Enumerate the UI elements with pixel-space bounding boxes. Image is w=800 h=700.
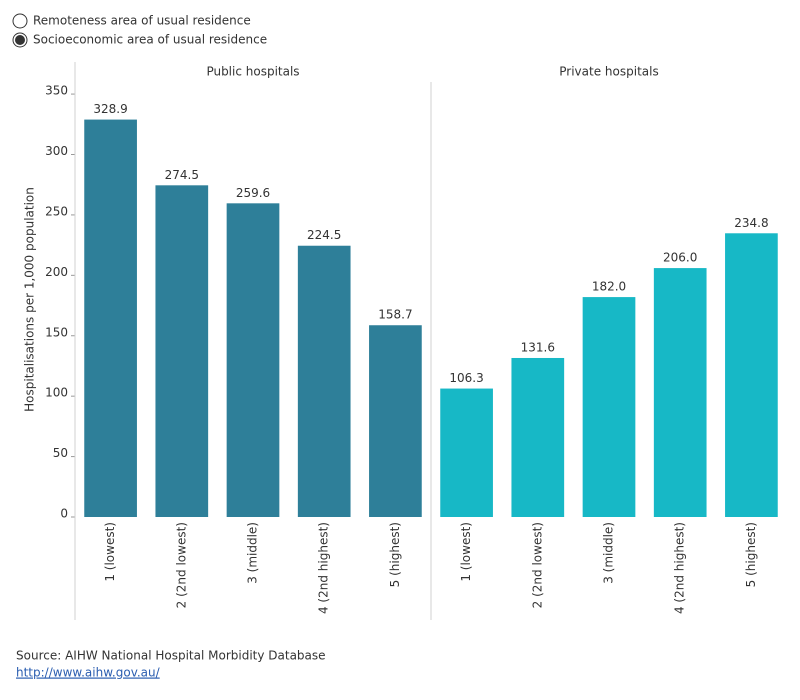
radio-label[interactable]: Remoteness area of usual residence (33, 14, 251, 28)
x-tick-label: 4 (2nd highest) (673, 522, 687, 614)
bar (440, 388, 493, 517)
x-tick-label: 3 (middle) (246, 522, 260, 584)
x-tick-label: 1 (lowest) (459, 522, 473, 582)
x-tick-label: 4 (2nd highest) (317, 522, 331, 614)
bar (369, 325, 422, 517)
source-link[interactable]: http://www.aihw.gov.au/ (16, 666, 161, 680)
bar (226, 203, 280, 518)
source: Source: AIHW National Hospital Morbidity… (16, 649, 326, 663)
x-tick-label: 5 (highest) (744, 522, 758, 587)
bar (155, 185, 209, 517)
x-tick-label: 5 (highest) (388, 522, 402, 587)
value-label: 131.6 (521, 340, 555, 354)
y-tick-label: 100 (45, 386, 68, 400)
panel-title: Public hospitals (206, 65, 299, 79)
value-label: 106.3 (449, 371, 483, 385)
x-tick-label: 2 (2nd lowest) (174, 522, 188, 608)
value-label: 259.6 (236, 186, 270, 200)
radio-button[interactable] (12, 13, 28, 29)
bar (725, 233, 778, 518)
y-axis-label: Hospitalisations per 1,000 population (23, 187, 37, 412)
value-label: 224.5 (307, 228, 341, 242)
y-tick-label: 0 (60, 507, 68, 521)
y-tick-label: 300 (45, 144, 68, 158)
value-label: 158.7 (378, 308, 412, 322)
x-tick-label: 1 (lowest) (103, 522, 117, 582)
panel-title: Private hospitals (559, 65, 658, 79)
y-tick-label: 150 (45, 325, 68, 339)
bar (653, 268, 707, 517)
value-label: 328.9 (93, 102, 127, 116)
bar (511, 357, 565, 517)
y-tick-label: 250 (45, 204, 68, 218)
y-tick-label: 200 (45, 265, 68, 279)
value-label: 234.8 (734, 216, 768, 230)
radio-label[interactable]: Socioeconomic area of usual residence (33, 33, 267, 47)
y-tick-label: 50 (53, 446, 68, 460)
bar (297, 245, 351, 517)
x-tick-label: 3 (middle) (602, 522, 616, 584)
x-tick-label: 2 (2nd lowest) (530, 522, 544, 608)
y-tick-label: 350 (45, 84, 68, 98)
value-label: 206.0 (663, 251, 697, 265)
value-label: 274.5 (165, 168, 199, 182)
radio-dot[interactable] (15, 35, 25, 45)
bar (582, 297, 636, 517)
value-label: 182.0 (592, 280, 626, 294)
bar (84, 119, 137, 518)
